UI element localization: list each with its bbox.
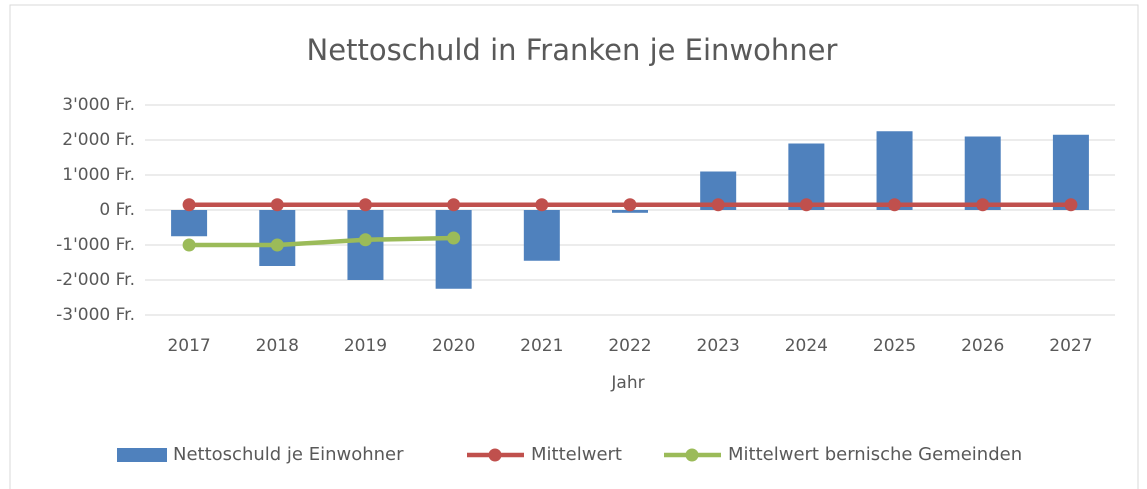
x-tick-label: 2025	[873, 336, 916, 356]
line-marker	[270, 238, 284, 252]
y-tick-label: 3'000 Fr.	[62, 95, 135, 115]
line-marker	[711, 198, 725, 212]
bar	[435, 210, 472, 289]
x-tick-label: 2017	[167, 336, 210, 356]
line-marker	[358, 233, 372, 247]
y-tick-label: -2'000 Fr.	[56, 270, 135, 290]
line-marker	[358, 198, 372, 212]
x-tick-label: 2027	[1049, 336, 1092, 356]
y-tick-label: -3'000 Fr.	[56, 305, 135, 325]
bar	[964, 136, 1001, 210]
y-tick-label: 2'000 Fr.	[62, 130, 135, 150]
chart-title: Nettoschuld in Franken je Einwohner	[307, 33, 838, 67]
legend-swatch	[117, 448, 167, 462]
x-tick-label: 2023	[697, 336, 740, 356]
x-axis-label: Jahr	[610, 373, 644, 393]
y-tick-label: 0 Fr.	[99, 200, 135, 220]
bar	[259, 210, 296, 266]
line-marker	[1064, 198, 1078, 212]
x-tick-label: 2022	[608, 336, 651, 356]
x-tick-label: 2021	[520, 336, 563, 356]
line-marker	[799, 198, 813, 212]
legend-swatch-marker	[488, 448, 502, 462]
y-tick-label: -1'000 Fr.	[56, 235, 135, 255]
legend-swatch-marker	[685, 448, 699, 462]
bar	[1052, 134, 1089, 210]
line-marker	[535, 198, 549, 212]
line-marker	[447, 198, 461, 212]
x-tick-label: 2019	[344, 336, 387, 356]
line	[189, 235, 454, 248]
x-tick-label: 2024	[785, 336, 828, 356]
bar	[612, 210, 648, 213]
legend-label: Mittelwert	[531, 444, 622, 465]
line-marker	[888, 198, 902, 212]
legend-label: Nettoschuld je Einwohner	[173, 444, 404, 465]
line-marker	[270, 198, 284, 212]
x-tick-label: 2018	[256, 336, 299, 356]
bar	[876, 131, 913, 210]
bar	[171, 210, 208, 237]
y-tick-label: 1'000 Fr.	[62, 165, 135, 185]
line-marker	[447, 231, 461, 245]
line-marker	[182, 198, 196, 212]
line-marker	[623, 198, 637, 212]
legend-label: Mittelwert bernische Gemeinden	[728, 444, 1022, 465]
x-tick-label: 2020	[432, 336, 475, 356]
chart-border	[9, 4, 1139, 489]
x-tick-label: 2026	[961, 336, 1004, 356]
line-marker	[976, 198, 990, 212]
bar	[523, 210, 560, 261]
line-marker	[182, 238, 196, 252]
